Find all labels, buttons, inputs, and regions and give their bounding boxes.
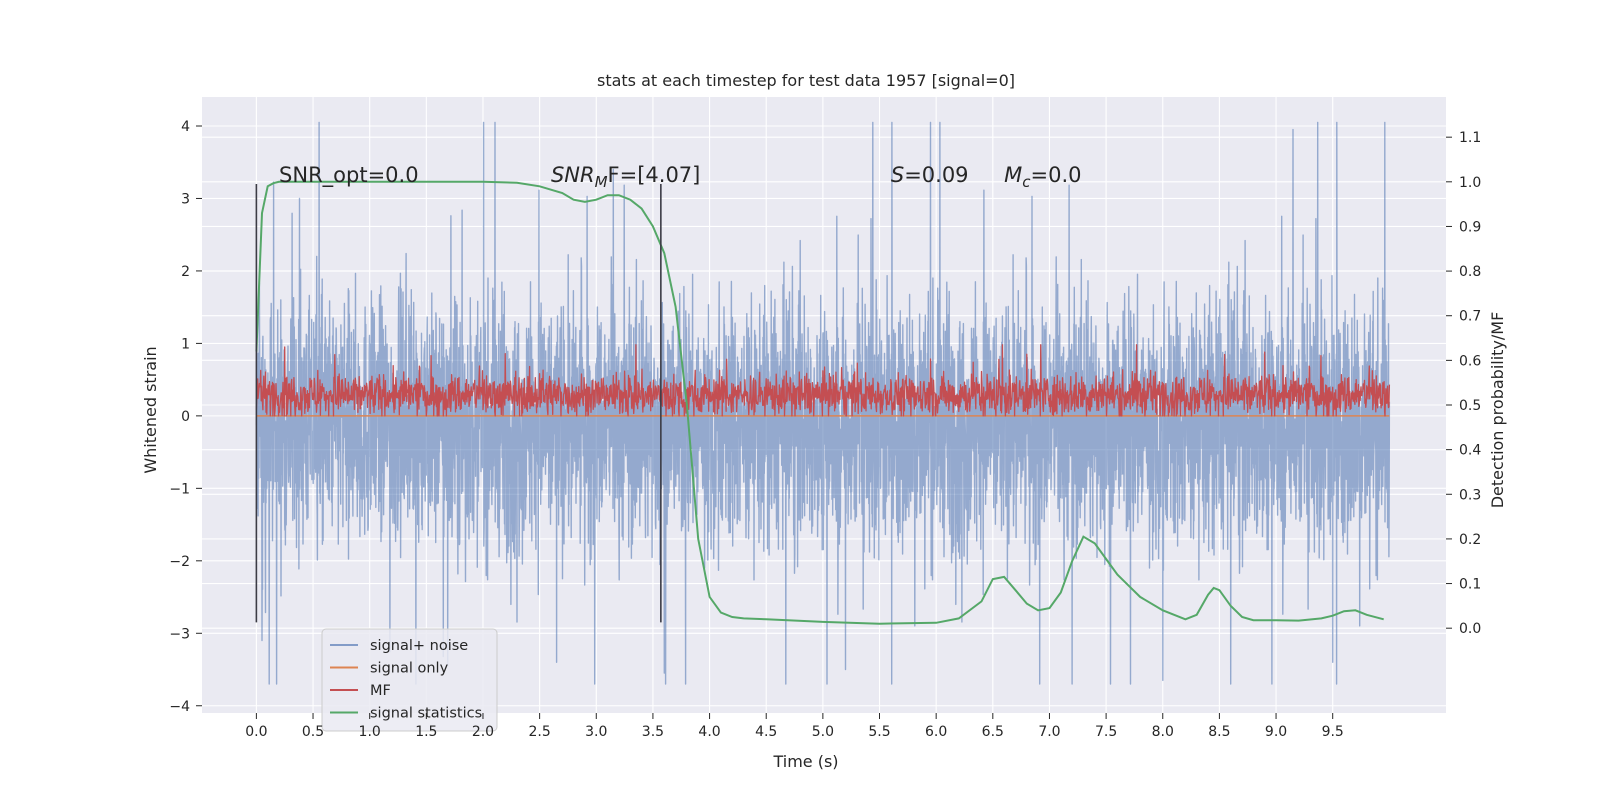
y2-tick-label: 0.2	[1459, 532, 1481, 548]
legend-box	[321, 628, 498, 732]
y2-tick-label: 0.8	[1459, 264, 1481, 280]
y2-tick-label: 1.0	[1459, 175, 1481, 191]
x-tick-label: 6.0	[925, 724, 947, 740]
y-tick-label: 3	[181, 191, 190, 207]
annotation-snr-opt: SNR_opt=0.0	[279, 163, 419, 188]
plot-area: SNR_opt=0.0 SNRMF=[4.07] S=0.09 Mc=0.0	[202, 97, 1446, 713]
x-tick-label: 1.5	[415, 724, 437, 740]
y-tick-label: −4	[169, 699, 190, 715]
x-tick-label: 4.5	[755, 724, 777, 740]
x-tick-label: 4.0	[698, 724, 720, 740]
y2-tick-label: 0.9	[1459, 219, 1481, 235]
annotation-s-value: S=0.09	[891, 163, 969, 187]
y2-tick-label: 0.6	[1459, 353, 1481, 369]
annotation-snr-mf: SNRMF=[4.07]	[551, 163, 700, 191]
series-signal-noise	[255, 121, 1391, 685]
y-tick-label: −2	[169, 554, 190, 570]
x-tick-label: 8.5	[1208, 724, 1230, 740]
y2-axis-label: Detection probability/MF	[1488, 312, 1507, 509]
x-tick-label: 8.0	[1152, 724, 1174, 740]
y2-tick-label: 1.1	[1459, 130, 1481, 146]
x-tick-label: 0.5	[302, 724, 324, 740]
y-tick-label: 4	[181, 119, 190, 135]
x-tick-label: 9.0	[1265, 724, 1287, 740]
x-tick-label: 5.5	[868, 724, 890, 740]
legend-entry: MF	[370, 683, 391, 699]
chart-title: stats at each timestep for test data 195…	[597, 71, 1015, 90]
x-tick-label: 6.5	[982, 724, 1004, 740]
x-tick-label: 3.0	[585, 724, 607, 740]
y-tick-label: −1	[169, 481, 190, 497]
x-tick-label: 7.0	[1038, 724, 1060, 740]
series-signal-statistics	[255, 180, 1384, 625]
x-tick-label: 1.0	[359, 724, 381, 740]
y-tick-label: 2	[181, 264, 190, 280]
legend-entry: signal only	[370, 661, 449, 677]
y2-tick-label: 0.1	[1459, 577, 1481, 593]
series-mf	[255, 344, 1391, 417]
x-tick-label: 0.0	[245, 724, 267, 740]
y2-tick-label: 0.5	[1459, 398, 1481, 414]
y-tick-label: −3	[169, 626, 190, 642]
y-tick-label: 1	[181, 336, 190, 352]
y2-tick-label: 0.7	[1459, 309, 1481, 325]
x-tick-label: 7.5	[1095, 724, 1117, 740]
x-tick-label: 3.5	[642, 724, 664, 740]
x-axis-label: Time (s)	[772, 752, 838, 771]
x-tick-label: 9.5	[1322, 724, 1344, 740]
x-tick-label: 5.0	[812, 724, 834, 740]
x-tick-label: 2.5	[528, 724, 550, 740]
legend-entry: signal+ noise	[370, 638, 468, 654]
y-axis-label: Whitened strain	[141, 346, 160, 473]
x-tick-label: 2.0	[472, 724, 494, 740]
y2-tick-label: 0.0	[1459, 621, 1481, 637]
y2-tick-label: 0.3	[1459, 487, 1481, 503]
annotation-mc-value: Mc=0.0	[1004, 163, 1081, 191]
y2-tick-label: 0.4	[1459, 443, 1481, 459]
y-tick-label: 0	[181, 409, 190, 425]
